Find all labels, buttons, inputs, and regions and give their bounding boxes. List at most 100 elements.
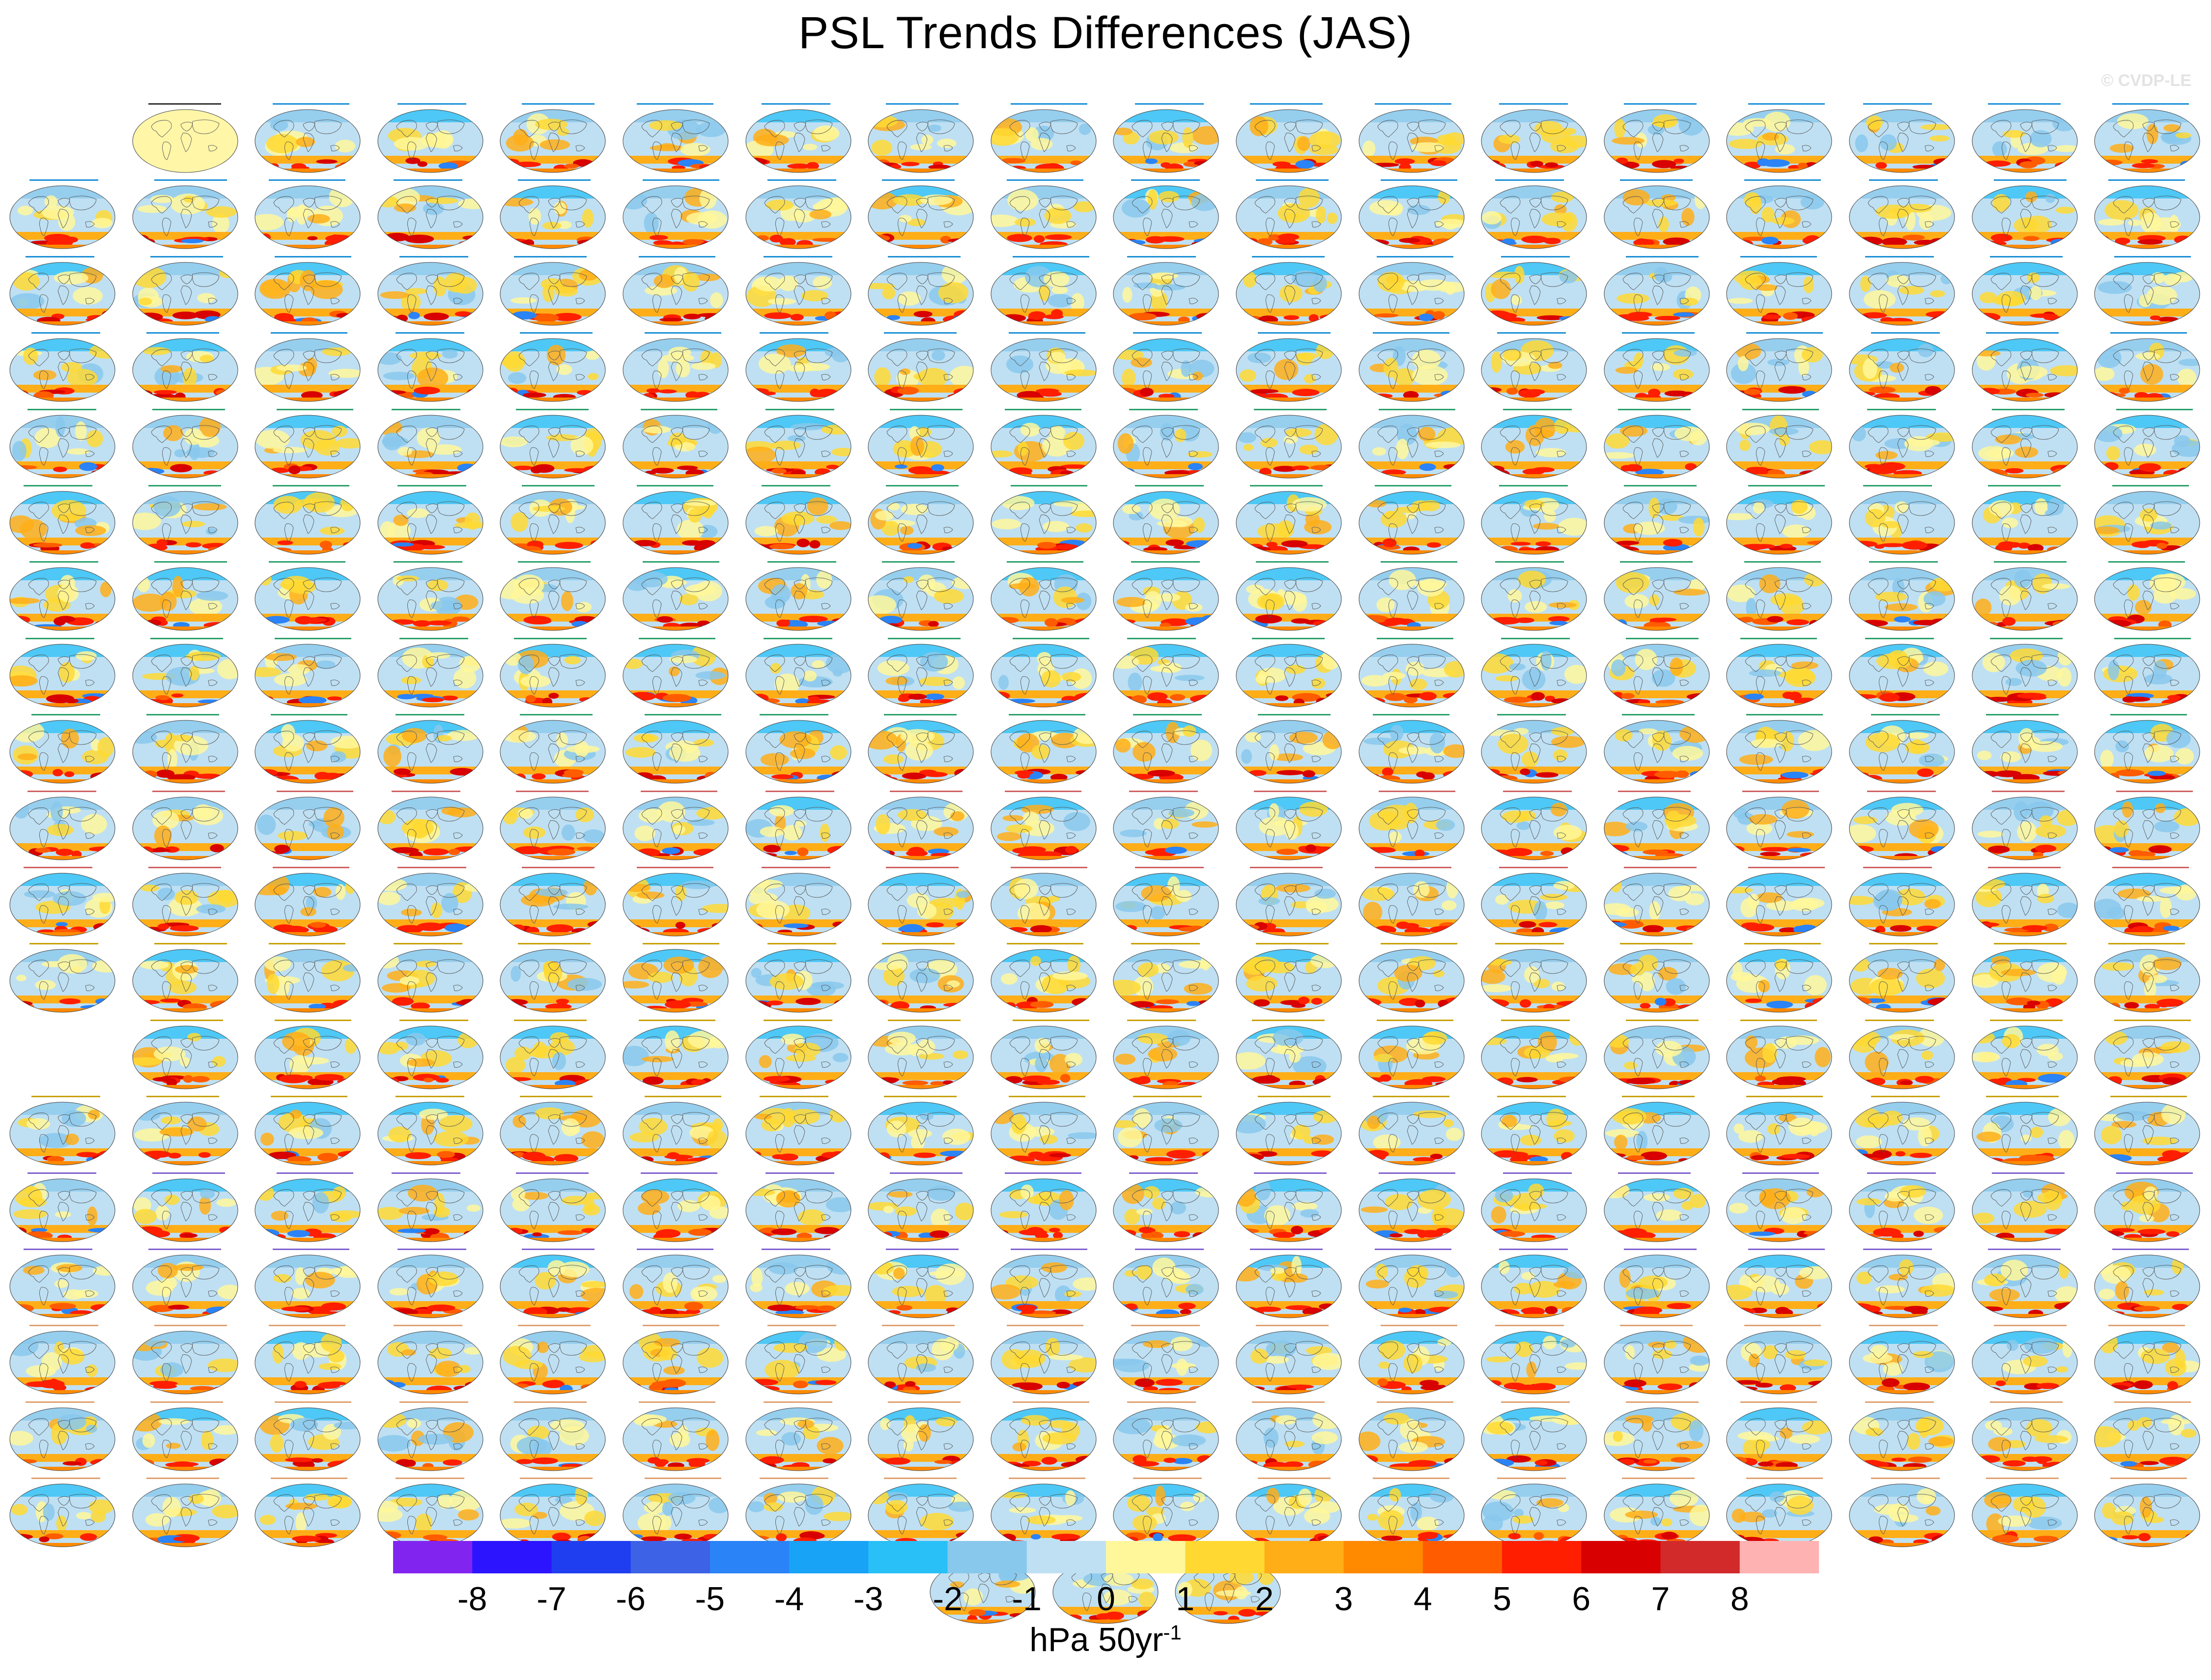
map-plot [500, 797, 606, 860]
map-plot [1849, 567, 1955, 631]
panel-title-strip [1971, 864, 2078, 871]
map-plot [1481, 720, 1587, 784]
map-plot [1481, 109, 1587, 173]
map-panel [1358, 1093, 1465, 1167]
panel-title-strip [1235, 1322, 1342, 1329]
map-panel [2094, 254, 2201, 327]
map-panel [1603, 101, 1710, 174]
map-panel [990, 1170, 1097, 1244]
map-panel [1971, 1475, 2078, 1549]
map-plot [1972, 949, 2078, 1013]
panel-title-strip [9, 1399, 116, 1406]
panel-title-strip [1358, 559, 1465, 566]
map-panel [2094, 330, 2201, 403]
panel-title-strip [499, 712, 606, 718]
map-panel [745, 559, 852, 632]
map-plot [1113, 1102, 1219, 1166]
map-plot [1972, 185, 2078, 249]
map-plot [1604, 1483, 1710, 1547]
map-plot [991, 109, 1097, 173]
panel-title-strip [1603, 406, 1710, 413]
map-panel [2094, 483, 2201, 556]
map-panel [132, 1170, 239, 1244]
panel-title-strip [1848, 1246, 1956, 1253]
map-panel [1480, 940, 1587, 1014]
panel-title-strip [1358, 1093, 1465, 1100]
map-panel [9, 483, 116, 556]
panel-title-strip [9, 1170, 116, 1177]
map-panel [9, 254, 116, 327]
map-plot [500, 1483, 606, 1547]
panel-title-strip [1971, 483, 2078, 489]
panel-title-strip [990, 635, 1097, 642]
map-panel [1480, 864, 1587, 938]
map-panel [1358, 177, 1465, 251]
map-panel [745, 1246, 852, 1320]
map-panel [254, 254, 361, 327]
map-plot [1481, 644, 1587, 708]
panel-title-strip [2094, 483, 2201, 489]
panel-title-strip [1112, 635, 1219, 642]
map-panel [990, 330, 1097, 403]
panel-title-strip [622, 1017, 729, 1024]
map-plot [868, 1178, 974, 1242]
colorbar-segment [868, 1541, 948, 1573]
map-panel [867, 712, 974, 785]
panel-title-strip [1603, 254, 1710, 260]
map-panel [1603, 1093, 1710, 1167]
map-plot [1726, 1483, 1832, 1547]
colorbar-segment [1343, 1541, 1423, 1573]
map-plot [377, 109, 483, 173]
map-panel [1971, 483, 2078, 556]
map-panel [254, 559, 361, 632]
map-panel [132, 177, 239, 251]
map-plot [1972, 109, 2078, 173]
panel-title-strip [132, 406, 239, 413]
map-panel [254, 1322, 361, 1396]
panel-title-strip [1112, 712, 1219, 718]
map-plot [1972, 1025, 2078, 1089]
panel-title-strip [1726, 559, 1833, 566]
panel-title-strip [622, 1246, 729, 1253]
map-panel [2094, 101, 2201, 174]
map-plot [1726, 797, 1832, 860]
map-plot [1849, 338, 1955, 402]
panel-title-strip [990, 1017, 1097, 1024]
panel-title-strip [1726, 1246, 1833, 1253]
map-panel [1848, 330, 1956, 403]
map-panel [2094, 1170, 2201, 1244]
map-panel [990, 177, 1097, 251]
panel-title-strip [9, 483, 116, 489]
map-panel [9, 1475, 116, 1549]
map-plot [1726, 567, 1832, 631]
map-panel [1603, 1322, 1710, 1396]
panel-title-strip [499, 559, 606, 566]
map-panel [1848, 1246, 1956, 1320]
map-plot [623, 262, 729, 326]
colorbar-tick-label: -7 [537, 1580, 567, 1618]
panel-title-strip [745, 177, 852, 184]
map-plot [377, 1025, 483, 1089]
panel-title-strip [622, 254, 729, 260]
map-panel [745, 1093, 852, 1167]
map-plot [9, 1178, 115, 1242]
map-panel [9, 1093, 116, 1167]
map-panel [377, 1399, 484, 1473]
map-panel [1848, 712, 1956, 785]
map-plot [1726, 1331, 1832, 1395]
map-plot [1849, 415, 1955, 479]
map-plot [255, 1483, 361, 1547]
panel-title-strip [1971, 177, 2078, 184]
panel-title-strip [1235, 483, 1342, 489]
panel-title-strip [1480, 559, 1587, 566]
map-panel [9, 1322, 116, 1396]
map-plot [1359, 797, 1465, 860]
map-panel [1480, 1093, 1587, 1167]
panel-title-strip [1603, 1093, 1710, 1100]
map-plot [2094, 1407, 2200, 1471]
map-plot [1604, 644, 1710, 708]
map-panel [867, 1399, 974, 1473]
map-panel [254, 406, 361, 480]
panel-title-strip [1971, 712, 2078, 718]
map-plot [255, 567, 361, 631]
